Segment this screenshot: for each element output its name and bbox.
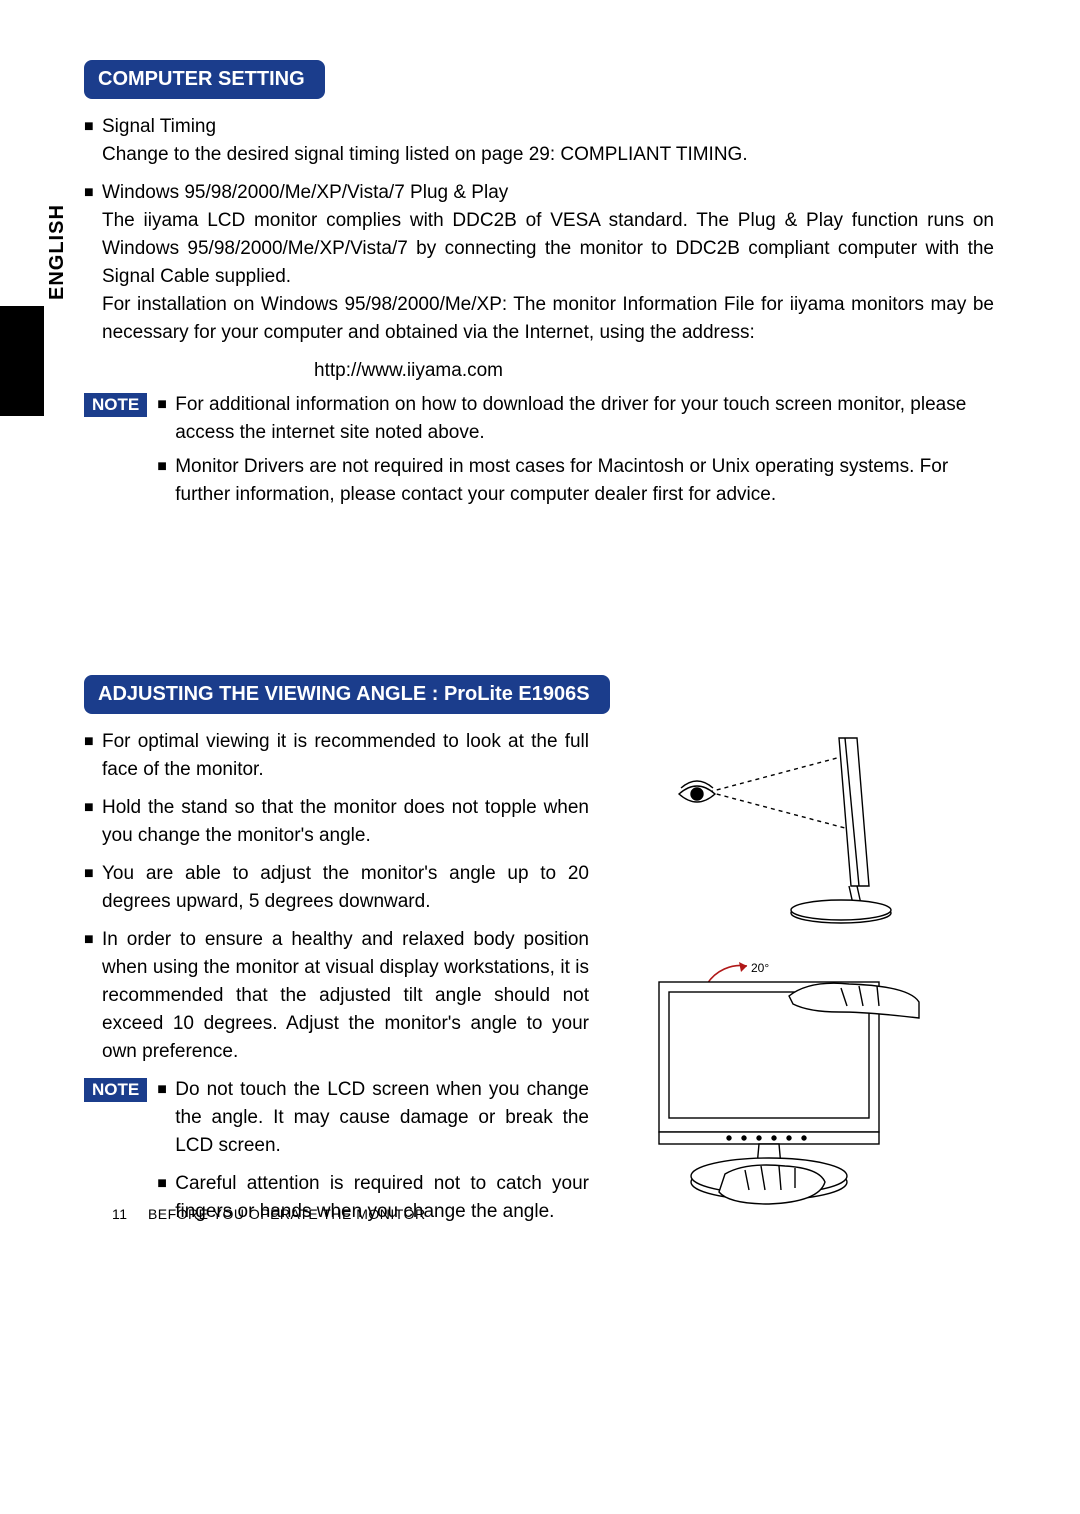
bullet-item: ■ Signal Timing Change to the desired si… <box>84 113 994 169</box>
page-footer: 11 BEFORE YOU OPERATE THE MONITOR <box>112 1206 426 1222</box>
section-header-viewing-angle: ADJUSTING THE VIEWING ANGLE : ProLite E1… <box>84 675 610 714</box>
square-bullet-icon: ■ <box>84 860 102 916</box>
bullet-title: Signal Timing <box>102 113 994 141</box>
section-header-computer-setting: COMPUTER SETTING <box>84 60 325 99</box>
square-bullet-icon: ■ <box>157 1076 175 1160</box>
page-number: 11 <box>112 1206 128 1222</box>
bullet-body: Change to the desired signal timing list… <box>102 141 994 169</box>
bullet-text: You are able to adjust the monitor's ang… <box>102 860 589 916</box>
square-bullet-icon: ■ <box>84 179 102 207</box>
right-column: 20° 5° <box>589 728 994 1246</box>
square-bullet-icon: ■ <box>157 453 175 509</box>
bullet-text: Hold the stand so that the monitor does … <box>102 794 589 850</box>
note-badge: NOTE <box>84 393 147 417</box>
note-badge: NOTE <box>84 1078 147 1102</box>
square-bullet-icon: ■ <box>84 926 102 1066</box>
left-column: ■ For optimal viewing it is recommended … <box>84 728 589 1246</box>
note-text: For additional information on how to dow… <box>175 391 994 447</box>
language-tab: ENGLISH <box>46 204 69 300</box>
section-adjusting-viewing-angle: ADJUSTING THE VIEWING ANGLE : ProLite E1… <box>84 675 994 1246</box>
bullet-body: For installation on Windows 95/98/2000/M… <box>102 291 994 347</box>
bullet-body: The iiyama LCD monitor complies with DDC… <box>102 207 994 291</box>
language-bar <box>0 306 44 416</box>
note-text: Do not touch the LCD screen when you cha… <box>175 1076 589 1160</box>
page-content: COMPUTER SETTING ■ Signal Timing Change … <box>84 60 994 1246</box>
bullet-text: In order to ensure a healthy and relaxed… <box>102 926 589 1066</box>
square-bullet-icon: ■ <box>84 113 102 141</box>
figure-monitor-side-view <box>609 728 994 928</box>
note-text: Monitor Drivers are not required in most… <box>175 453 994 509</box>
note-block: NOTE ■ For additional information on how… <box>84 391 994 515</box>
square-bullet-icon: ■ <box>157 391 175 447</box>
bullet-text: For optimal viewing it is recommended to… <box>102 728 589 784</box>
square-bullet-icon: ■ <box>84 728 102 784</box>
footer-section-title: BEFORE YOU OPERATE THE MONITOR <box>148 1206 426 1222</box>
figure-monitor-tilt: 20° 5° <box>609 952 994 1222</box>
url-text: http://www.iiyama.com <box>314 357 994 385</box>
bullet-title: Windows 95/98/2000/Me/XP/Vista/7 Plug & … <box>102 179 994 207</box>
angle-up-label: 20° <box>751 961 769 975</box>
square-bullet-icon: ■ <box>84 794 102 850</box>
bullet-item: ■ Windows 95/98/2000/Me/XP/Vista/7 Plug … <box>84 179 994 347</box>
